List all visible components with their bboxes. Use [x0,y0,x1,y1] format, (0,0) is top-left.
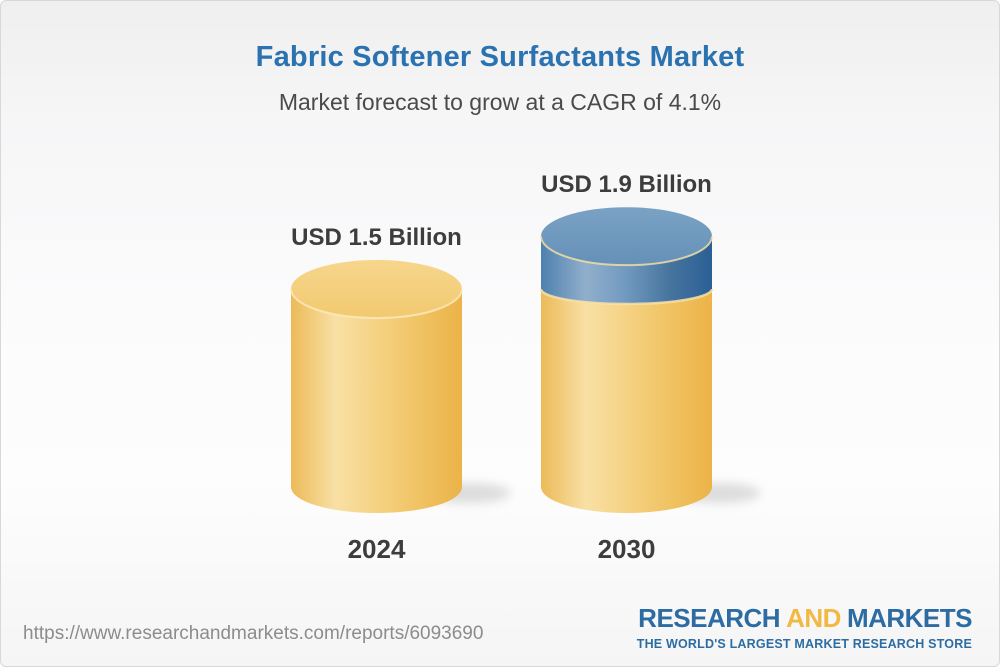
bar-2030 [539,207,761,513]
x-axis-label-2024: 2024 [347,534,406,564]
page-subtitle: Market forecast to grow at a CAGR of 4.1… [278,89,722,115]
logo-word-markets: MARKETS [846,603,973,633]
page-title: Fabric Softener Surfactants Market [255,41,745,73]
logo-wordmark: RESEARCH AND MARKETS [637,603,972,634]
x-axis-label-2030: 2030 [597,534,656,564]
bar-value-label-2030: USD 1.9 Billion [541,171,712,199]
logo-word-research: RESEARCH [638,603,781,633]
bar-2024 [290,260,511,513]
logo-word-and: AND [786,603,841,633]
source-url[interactable]: https://www.researchandmarkets.com/repor… [23,623,484,644]
bar-value-label-2024: USD 1.5 Billion [291,224,462,251]
researchandmarkets-logo[interactable]: RESEARCH AND MARKETS THE WORLD'S LARGEST M… [636,603,973,651]
logo-tagline: THE WORLD'S LARGEST MARKET RESEARCH STOR… [636,637,972,651]
